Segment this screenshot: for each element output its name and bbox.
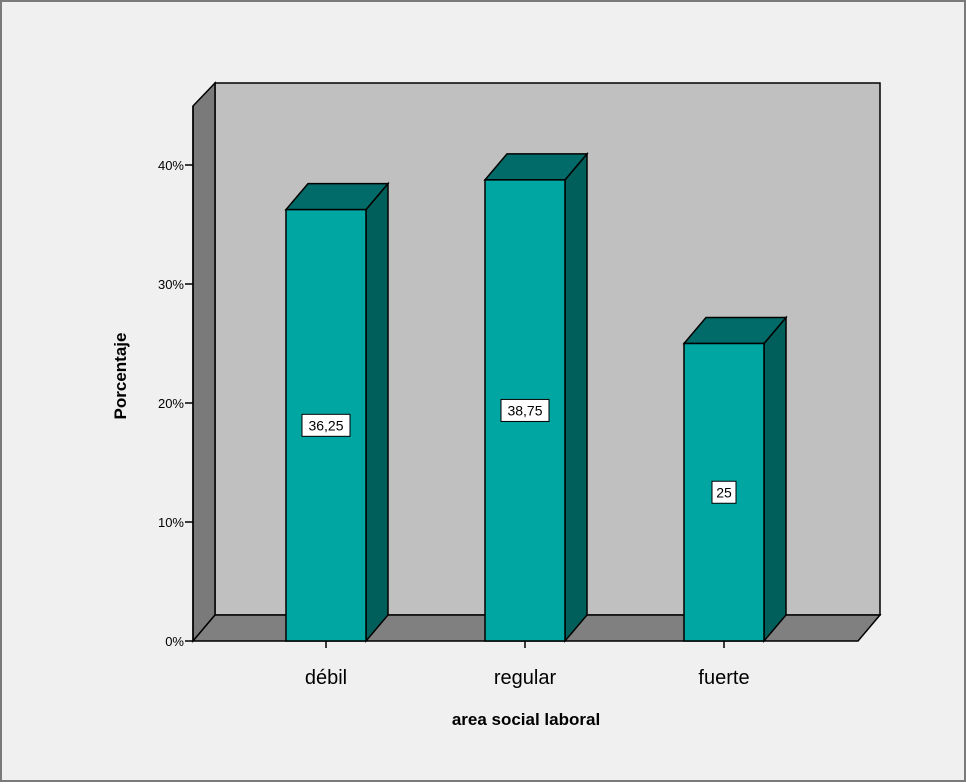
data-label-box (500, 398, 550, 422)
data-label: 38,75 (507, 402, 542, 418)
bar-3: 25 (682, 315, 788, 644)
x-tick-label: regular (494, 667, 557, 689)
bars: 36,25 38,75 25 (284, 151, 788, 644)
data-label: 25 (716, 484, 732, 500)
bar-2: 38,75 (483, 151, 589, 644)
x-tick-label: fuerte (698, 667, 749, 689)
plot-left-wall (192, 81, 216, 644)
y-tick-label: 0% (165, 634, 184, 649)
y-tick-label: 30% (158, 277, 184, 292)
x-axis: débil regular fuerte (305, 641, 750, 689)
data-label: 36,25 (308, 417, 343, 433)
y-tick-label: 20% (158, 396, 184, 411)
data-label-box (711, 480, 737, 504)
bar-side (763, 315, 787, 644)
y-tick-label: 10% (158, 515, 184, 530)
x-tick-label: débil (305, 667, 347, 689)
bar-side (564, 151, 588, 644)
y-tick-label: 40% (158, 158, 184, 173)
bar-side (365, 181, 389, 644)
bar-1: 36,25 (284, 181, 390, 644)
y-axis-title: Porcentaje (111, 333, 130, 420)
y-axis: 0% 10% 20% 30% 40% (158, 106, 194, 649)
data-label-box (301, 413, 351, 437)
x-axis-title: area social laboral (452, 710, 600, 729)
